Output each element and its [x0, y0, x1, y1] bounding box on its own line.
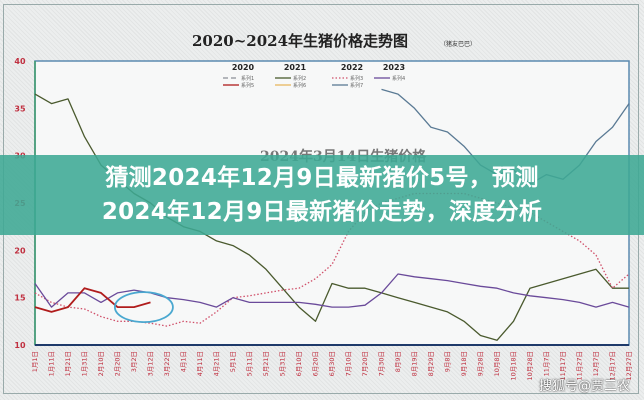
x-tick-label: 2月10日 — [97, 351, 105, 376]
x-tick-label: 9月8日 — [444, 351, 452, 372]
x-tick-label: 7月20日 — [361, 351, 369, 376]
x-tick-label: 3月2日 — [130, 351, 138, 372]
x-tick-label: 7月10日 — [345, 351, 353, 376]
legend-label: 系列7 — [350, 82, 363, 89]
y-tick-label: 10 — [14, 341, 26, 350]
chart-title-note: （猪友巴巴） — [440, 40, 476, 48]
x-tick-label: 5月31日 — [279, 351, 287, 376]
y-tick-label: 40 — [14, 57, 26, 66]
chart-title: 2020~2024年生猪价格走势图 — [192, 32, 408, 50]
x-tick-label: 6月30日 — [328, 351, 336, 376]
highlight-ellipse — [113, 291, 174, 324]
headline-line-1: 猜测2024年12月9日最新猪价5号，预测 — [105, 165, 539, 191]
x-tick-label: 12月17日 — [609, 351, 617, 381]
series-line-5 — [34, 287, 151, 313]
y-tick-label: 20 — [14, 246, 26, 255]
legend-year: 2023 — [383, 63, 405, 72]
x-tick-label: 1月11日 — [48, 351, 56, 376]
series-line-4 — [34, 273, 630, 308]
headline-banner: 猜测2024年12月9日最新猪价5号，预测 2024年12月9日最新猪价走势，深… — [0, 155, 644, 235]
x-tick-label: 3月22日 — [163, 351, 171, 376]
x-tick-label: 8月9日 — [394, 351, 402, 372]
x-tick-label: 2月20日 — [114, 351, 122, 376]
legend-label: 系列2 — [293, 75, 306, 82]
legend-year: 2020 — [232, 63, 255, 72]
x-tick-label: 1月31日 — [81, 351, 89, 376]
x-tick-label: 8月19日 — [411, 351, 419, 376]
legend-year: 2021 — [284, 63, 307, 72]
x-tick-label: 9月18日 — [460, 351, 468, 376]
x-tick-label: 4月21日 — [213, 351, 221, 376]
x-tick-label: 11月17日 — [559, 351, 567, 381]
x-tick-label: 8月29日 — [427, 351, 435, 376]
x-tick-label: 12月27日 — [625, 351, 633, 381]
x-tick-label: 5月21日 — [262, 351, 270, 376]
x-tick-label: 12月7日 — [592, 351, 600, 376]
legend-label: 系列3 — [350, 75, 363, 82]
legend-label: 系列6 — [293, 82, 306, 89]
x-tick-label: 10月28日 — [526, 351, 534, 381]
x-tick-label: 5月1日 — [229, 351, 237, 372]
x-tick-label: 3月12日 — [147, 351, 155, 376]
watermark: 搜狐号@贾三农 — [538, 379, 630, 394]
x-tick-label: 6月20日 — [312, 351, 320, 376]
legend-label: 系列1 — [241, 75, 254, 82]
x-tick-label: 5月11日 — [246, 351, 254, 376]
x-tick-label: 11月27日 — [576, 351, 584, 381]
x-tick-label: 9月28日 — [477, 351, 485, 376]
x-tick-label: 4月1日 — [180, 351, 188, 372]
x-tick-label: 4月11日 — [196, 351, 204, 376]
legend-label: 系列4 — [392, 75, 405, 82]
x-tick-label: 1月1日 — [31, 351, 39, 372]
x-tick-label: 10月8日 — [493, 351, 501, 376]
legend-year: 2022 — [341, 63, 363, 72]
x-tick-label: 10月18日 — [510, 351, 518, 381]
y-tick-label: 35 — [14, 104, 26, 113]
x-tick-label: 11月7日 — [543, 351, 551, 376]
x-tick-label: 6月10日 — [295, 351, 303, 376]
headline-line-2: 2024年12月9日最新猪价走势，深度分析 — [101, 199, 543, 225]
x-tick-label: 1月21日 — [64, 351, 72, 376]
y-tick-label: 15 — [14, 294, 26, 303]
legend-label: 系列5 — [241, 82, 254, 89]
x-tick-label: 7月30日 — [378, 351, 386, 376]
